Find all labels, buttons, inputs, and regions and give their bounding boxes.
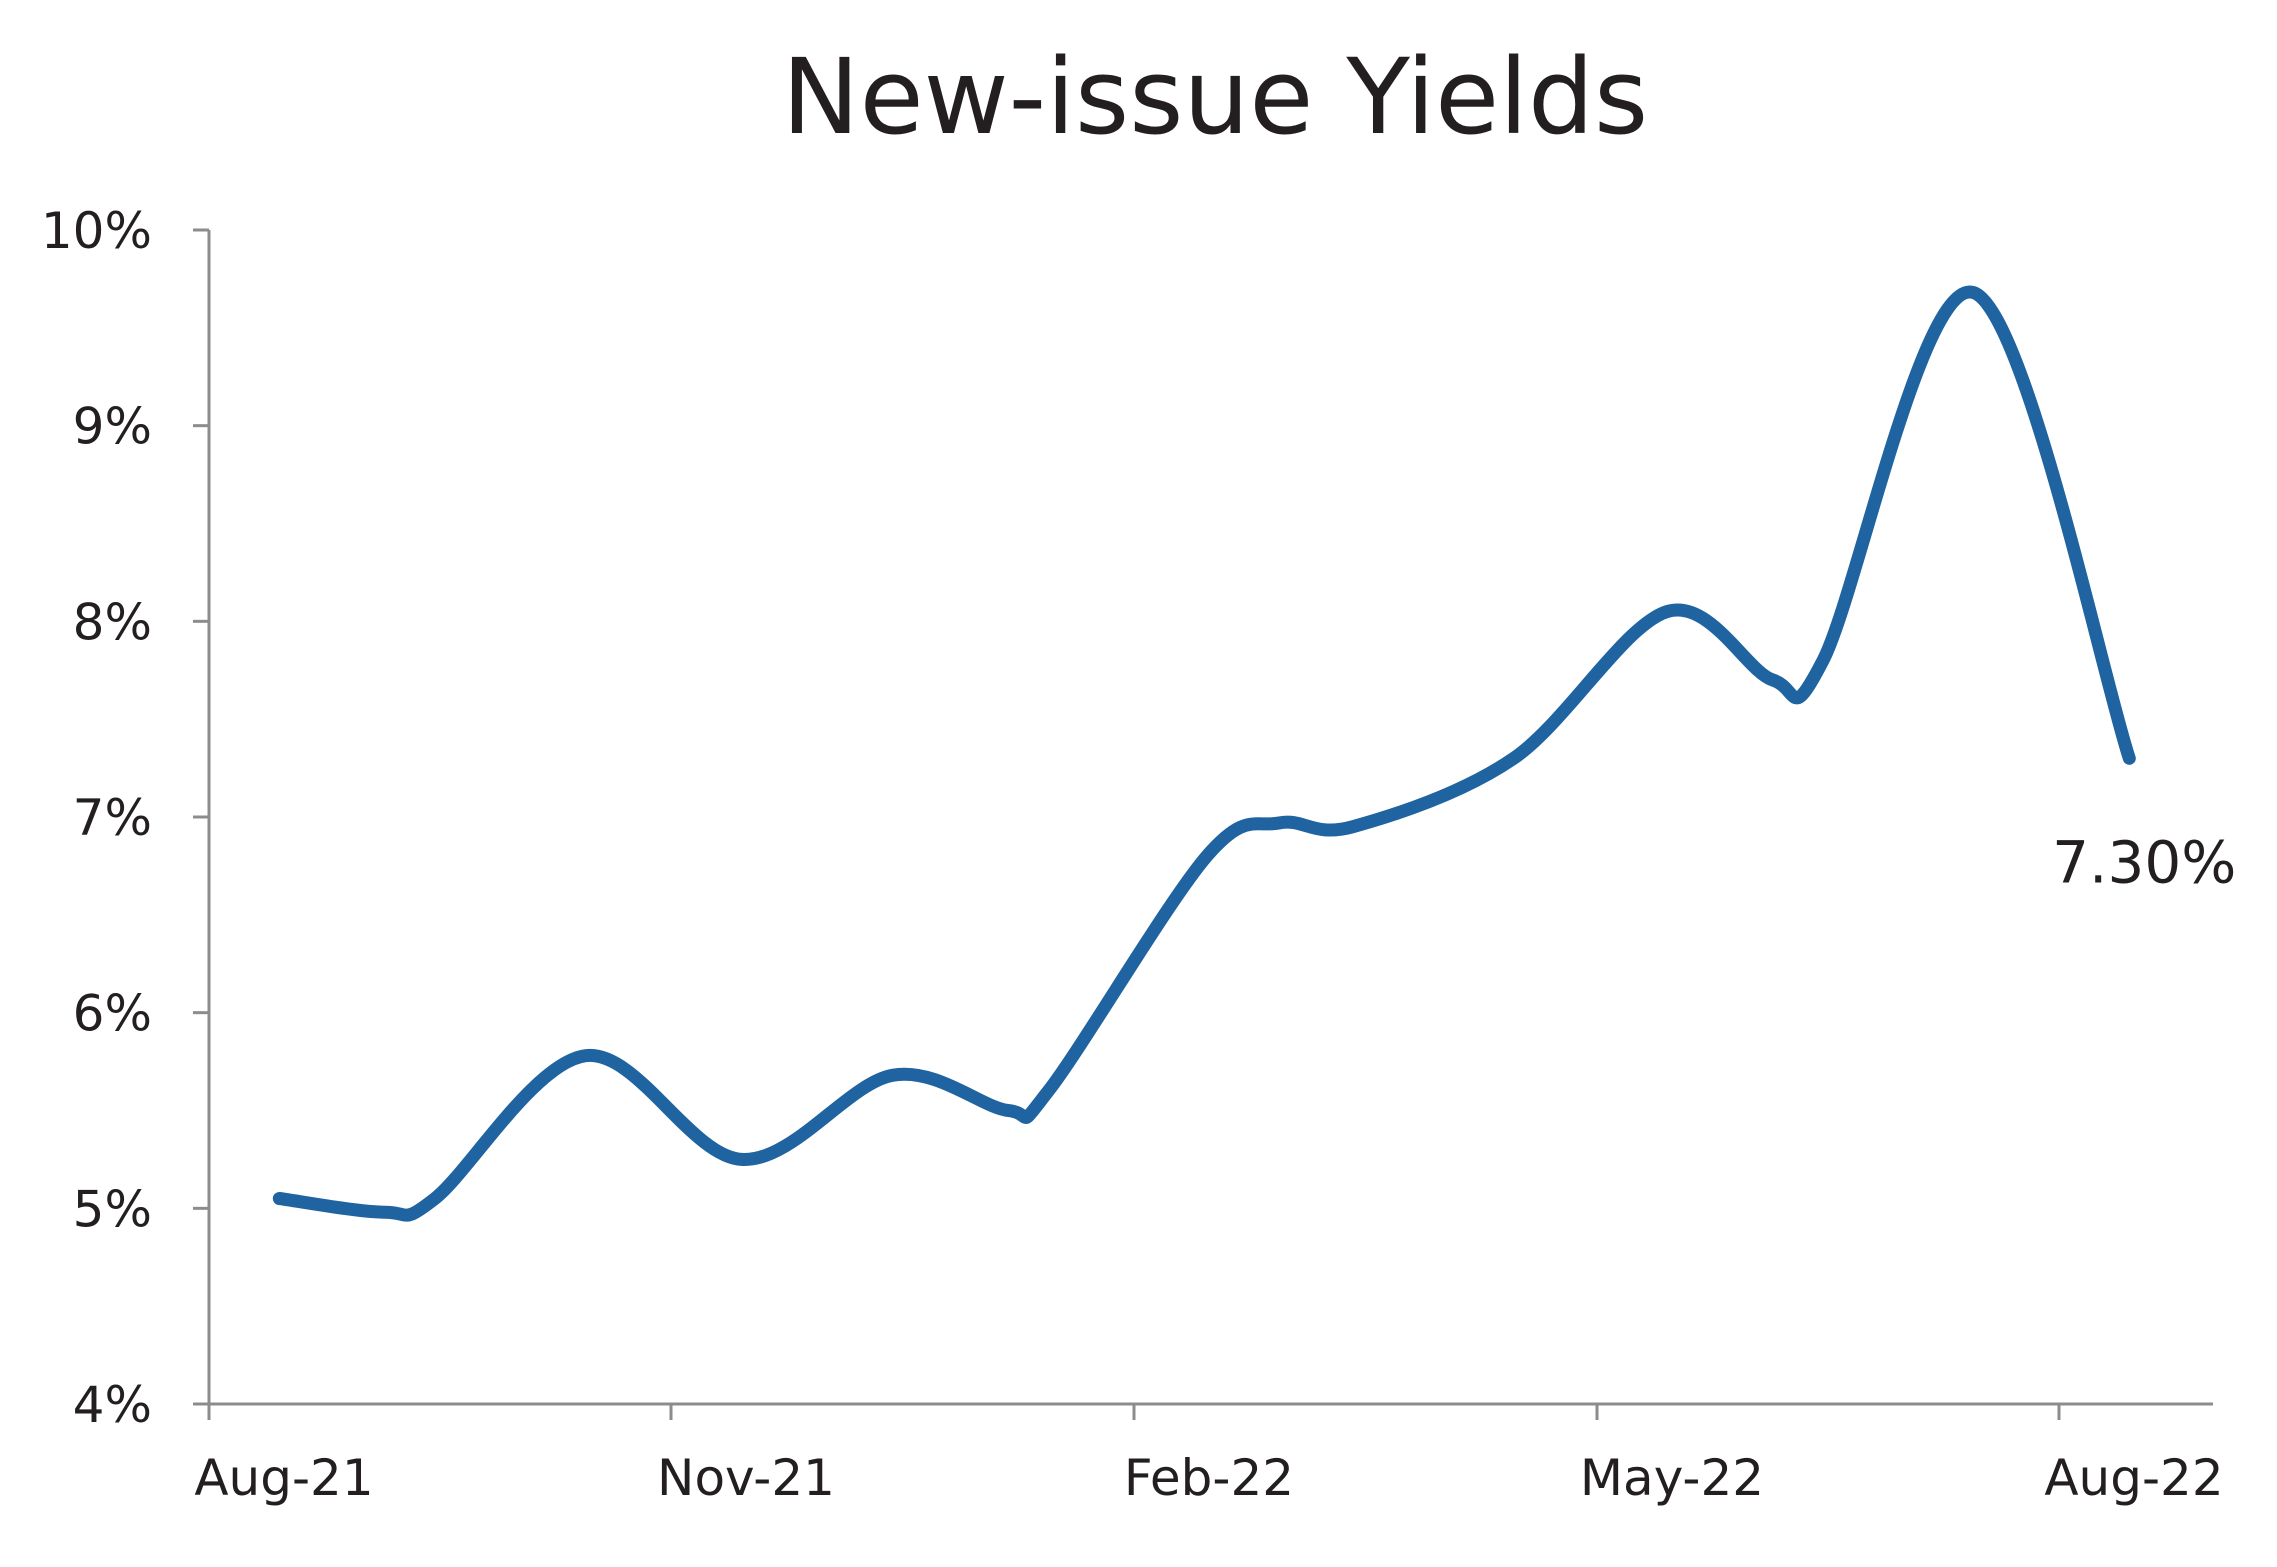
x-tick-label: Nov-21: [657, 1449, 835, 1507]
x-tick-label: Aug-22: [2044, 1449, 2223, 1507]
y-tick-label: 7%: [73, 789, 152, 847]
x-tick-label: Aug-21: [194, 1449, 373, 1507]
chart-title: New-issue Yields: [782, 36, 1648, 158]
x-axis-ticks: Aug-21 Nov-21 Feb-22 May-22 Aug-22: [194, 1404, 2224, 1507]
annotation-layer: 7.30%: [2052, 828, 2236, 896]
y-axis-ticks: 4% 5% 6% 7% 8% 9% 10%: [41, 202, 209, 1434]
y-tick-label: 5%: [73, 1180, 152, 1238]
y-tick-label: 6%: [73, 985, 152, 1043]
y-tick-label: 10%: [41, 202, 152, 260]
series-layer: [272, 285, 2136, 1222]
y-tick-label: 8%: [73, 593, 152, 651]
data-label: 7.30%: [2052, 828, 2236, 896]
x-tick-label: Feb-22: [1124, 1449, 1294, 1507]
axes: [207, 230, 2213, 1406]
y-tick-label: 4%: [73, 1376, 152, 1434]
x-tick-label: May-22: [1580, 1449, 1764, 1507]
series-line: [272, 285, 2136, 1222]
y-tick-label: 9%: [73, 398, 152, 456]
